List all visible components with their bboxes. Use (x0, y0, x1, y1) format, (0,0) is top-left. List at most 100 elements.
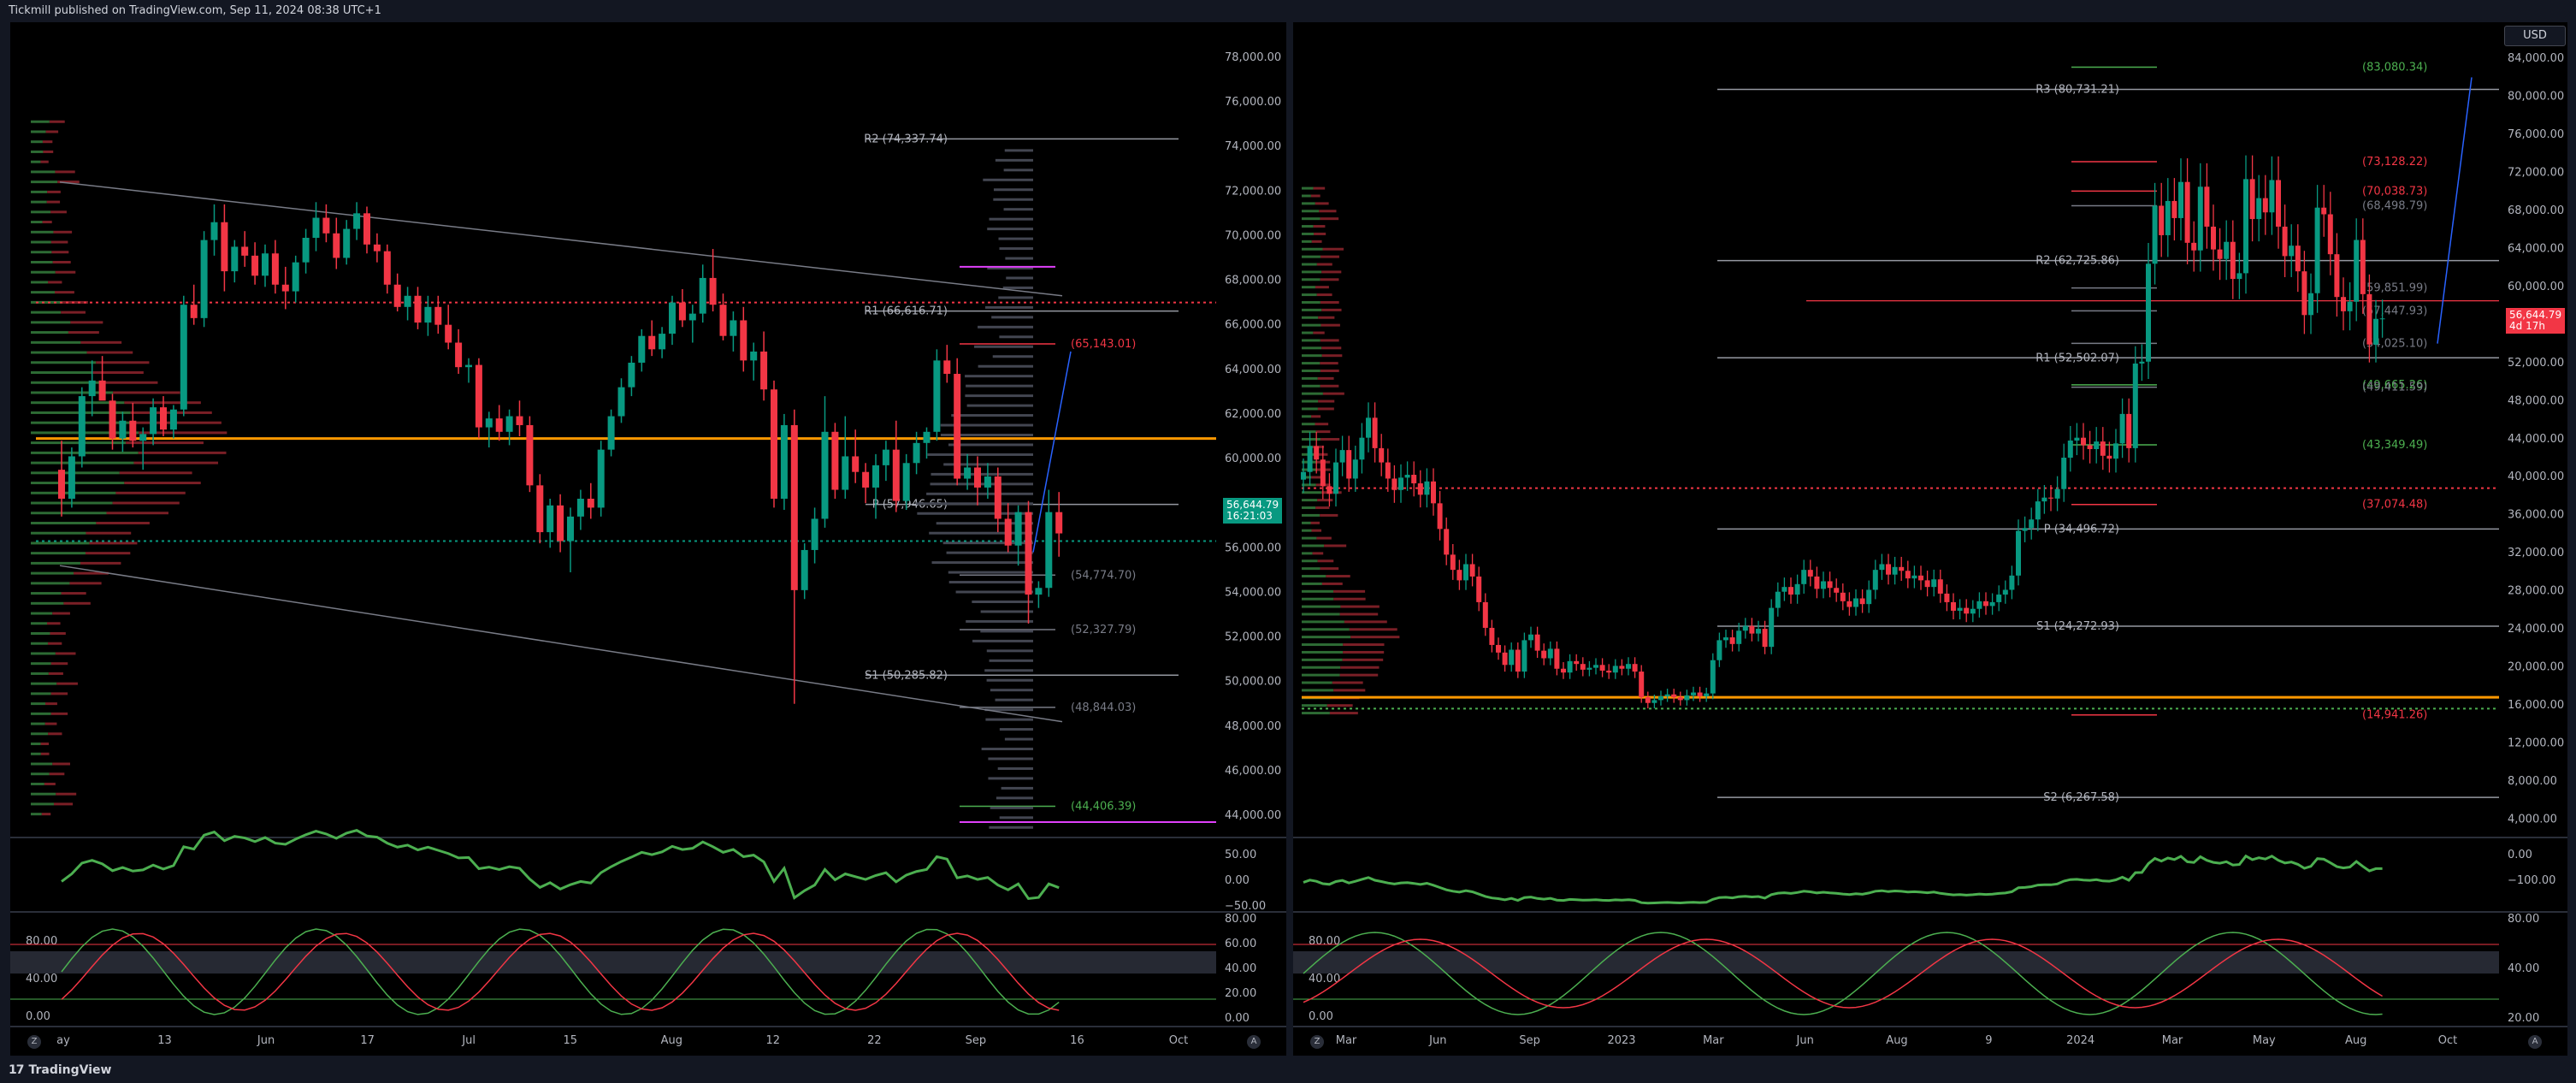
daily-chart-panel[interactable]: 78,000.00 76,000.00 74,000.00 72,000.00 70,0… (10, 22, 1286, 1056)
volume-profile-bar (1000, 728, 1033, 731)
volume-profile-bar (1302, 202, 1315, 204)
volume-profile-bar (1302, 346, 1321, 349)
candle-body (221, 222, 227, 271)
daily-chart-canvas[interactable]: 78,000.00 76,000.00 74,000.00 72,000.00 70,0… (10, 22, 1286, 1056)
volume-profile-bar (1321, 270, 1341, 273)
volume-profile-bar (931, 482, 1033, 485)
volume-profile-bar (1311, 194, 1320, 197)
candle-body (2283, 227, 2288, 256)
volume-profile-bar (1302, 598, 1333, 601)
oscillator-line (1303, 856, 2383, 903)
volume-profile-bar (1320, 339, 1339, 341)
volume-profile-bar (1302, 240, 1312, 243)
weekly-chart-canvas[interactable]: 84,000.00 80,000.00 76,000.00 72,000.00 68,0… (1293, 22, 2567, 1056)
volume-profile-bar (1320, 278, 1339, 281)
volume-profile-bar (31, 732, 48, 735)
volume-profile-bar (1302, 317, 1318, 319)
volume-profile-bar (1318, 407, 1334, 410)
volume-profile-bar (1312, 530, 1322, 532)
candle-body (771, 389, 777, 499)
volume-profile-bar (984, 669, 1033, 672)
candle-body (2171, 201, 2177, 218)
x-tick-label: Sep (966, 1034, 987, 1047)
osc-tick-label: 0.00 (2508, 849, 2532, 861)
candle-body (1866, 589, 1871, 604)
y-tick-label: 32,000.00 (2508, 547, 2564, 559)
y-tick-label: 16,000.00 (2508, 699, 2564, 712)
candle-body (1548, 648, 1553, 658)
x-tick-label: Jul (461, 1034, 476, 1047)
volume-profile-bar (1313, 332, 1324, 334)
weekly-chart-panel[interactable]: 84,000.00 80,000.00 76,000.00 72,000.00 68,0… (1293, 22, 2567, 1056)
candle-body (2068, 441, 2073, 458)
currency-selector[interactable]: USD (2504, 26, 2566, 46)
pivot-label: R2 (62,725.86) (2035, 255, 2119, 268)
candle-body (1716, 640, 1722, 660)
y-tick-label: 76,000.00 (1225, 96, 1281, 109)
volume-profile-bar (1302, 263, 1317, 266)
goto-start-button[interactable]: Z (27, 1035, 41, 1049)
candle-body (2321, 208, 2326, 215)
candle-body (1788, 587, 1793, 595)
candle-body (1521, 640, 1527, 672)
y-tick-label: 44,000.00 (1225, 809, 1281, 822)
candle-body (1730, 637, 1735, 644)
tradingview-logo[interactable]: 17 TradingView (9, 1063, 111, 1077)
volume-profile-bar (31, 311, 61, 314)
candle-body (2341, 297, 2346, 311)
candle-body (2263, 198, 2268, 213)
volume-profile-bar (1302, 423, 1315, 425)
volume-profile-bar (1320, 217, 1339, 220)
candle-body (750, 352, 757, 360)
candle-body (1678, 697, 1683, 700)
candle-body (1424, 482, 1429, 495)
volume-profile-bar (1312, 240, 1322, 243)
auto-scale-button-weekly[interactable]: A (2528, 1035, 2542, 1049)
volume-profile-bar (1302, 194, 1311, 197)
volume-profile-bar (1302, 659, 1343, 661)
x-tick-label: Aug (1886, 1034, 1907, 1047)
candle-body (2100, 441, 2106, 456)
candle-body (1025, 512, 1032, 595)
candle-body (2120, 414, 2125, 443)
candle-body (1671, 695, 1676, 697)
candle-body (180, 305, 187, 410)
volume-profile-bar (40, 161, 48, 163)
volume-profile-bar (31, 271, 56, 274)
volume-profile-bar (63, 602, 90, 605)
stoch-tick-right: 80.00 (1225, 913, 1256, 926)
auto-scale-button[interactable]: A (1247, 1035, 1261, 1049)
volume-profile-bar (50, 210, 67, 213)
top-bar: Tickmill published on TradingView.com, S… (0, 0, 2576, 22)
candle-body (801, 550, 808, 590)
volume-profile-bar (45, 723, 57, 725)
candle-body (1938, 579, 1943, 594)
volume-profile-bar (1302, 370, 1320, 372)
volume-profile-bar (1326, 575, 1350, 577)
volume-profile-bar (1302, 559, 1318, 562)
volume-profile-bar (31, 352, 87, 354)
y-tick-label: 20,000.00 (2508, 661, 2564, 674)
candle-body (1535, 635, 1540, 651)
candle-body (2191, 243, 2196, 251)
candle-body (2315, 208, 2320, 293)
volume-profile-bar (990, 218, 1033, 221)
volume-profile-bar (1302, 217, 1320, 220)
volume-profile-bar (31, 161, 40, 163)
candle-body (2055, 489, 2060, 499)
candle-body (2366, 294, 2372, 345)
osc-tick-label: −100.00 (2508, 874, 2555, 887)
candle-body (1801, 570, 1806, 584)
goto-start-button-weekly[interactable]: Z (1310, 1035, 1324, 1049)
volume-profile-bar (56, 652, 76, 654)
x-tick-label: 13 (157, 1034, 172, 1047)
candle-body (964, 467, 971, 478)
candle-body (1873, 570, 1878, 589)
candle-body (1710, 660, 1716, 694)
candle-body (1756, 629, 1761, 634)
candle-body (1645, 697, 1651, 703)
volume-profile-bar (31, 180, 57, 183)
volume-profile-bar (1004, 208, 1033, 210)
volume-profile-bar (101, 382, 158, 384)
volume-profile-bar (1311, 415, 1320, 417)
